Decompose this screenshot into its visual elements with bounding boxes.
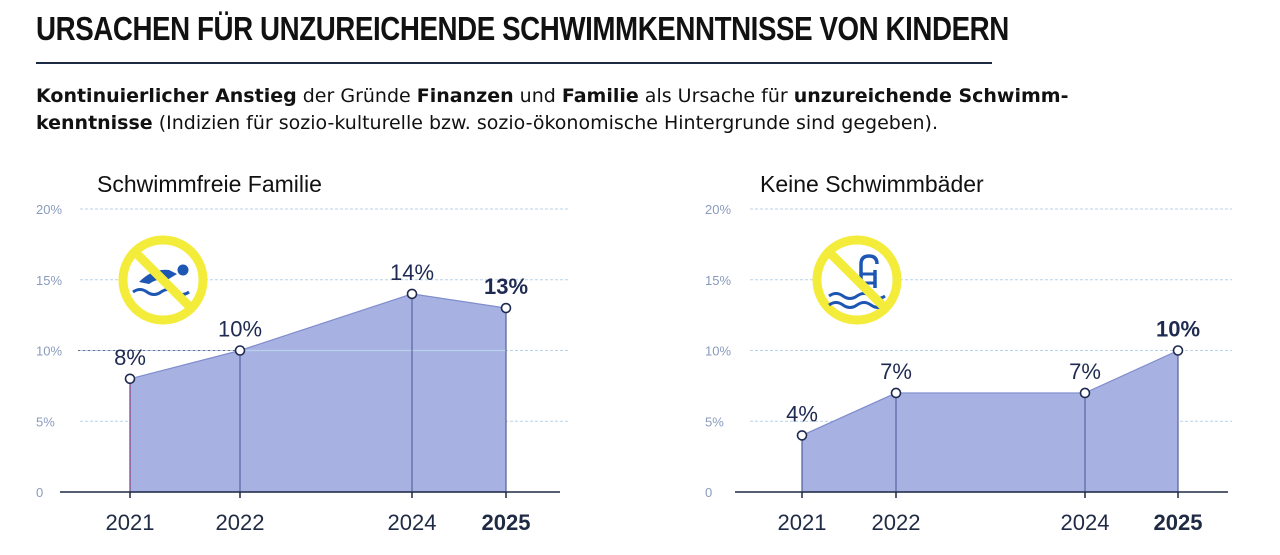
x-tick-label: 2024 (1061, 510, 1110, 535)
subtitle-part: und (513, 85, 562, 107)
data-label: 10% (1156, 317, 1200, 342)
data-label: 10% (218, 317, 262, 342)
x-tick-label: 2021 (106, 510, 155, 535)
chart-title: Keine Schwimmbäder (760, 171, 984, 197)
x-tick-label: 2021 (778, 510, 827, 535)
data-point (500, 302, 512, 314)
y-tick-label: 0 (36, 485, 43, 500)
x-tick-label: 2025 (1154, 510, 1203, 535)
data-point (796, 430, 808, 441)
data-label: 8% (114, 345, 146, 370)
y-tick-label: 0 (705, 485, 712, 500)
icon-slash (827, 250, 887, 310)
title-underline (36, 62, 992, 64)
data-label: 13% (484, 274, 528, 299)
data-point (406, 288, 418, 300)
area-series (129, 293, 507, 493)
subtitle-part: kenntnisse (36, 112, 153, 134)
x-tick-label: 2025 (482, 510, 531, 535)
y-tick-label: 10% (705, 344, 731, 359)
subtitle-part: der Gründe (296, 85, 417, 107)
x-tick-label: 2022 (216, 510, 265, 535)
page-subtitle: Kontinuierlicher Anstieg der Gründe Fina… (36, 83, 1236, 137)
swimmer-head (177, 264, 189, 276)
no-pool-icon (812, 235, 902, 325)
y-tick-label: 15% (36, 273, 62, 288)
data-label: 14% (390, 260, 434, 285)
x-tick-label: 2024 (388, 510, 437, 535)
no-swimming-icon (118, 235, 208, 325)
subtitle-part: Kontinuierlicher Anstieg (36, 85, 297, 107)
subtitle-part: als Ursache für (638, 85, 794, 107)
data-point (890, 387, 902, 399)
y-tick-label: 10% (36, 344, 62, 359)
subtitle-part: Familie (561, 85, 639, 107)
data-point (1172, 345, 1184, 356)
icon-slash (133, 250, 193, 310)
subtitle-part: Finanzen (416, 85, 514, 107)
subtitle-part: (Indizien für sozio-kulturelle bzw. sozi… (152, 112, 939, 134)
chart-title: Schwimmfreie Familie (97, 171, 322, 197)
y-tick-label: 5% (36, 414, 55, 429)
area-series (801, 349, 1179, 493)
y-tick-label: 20% (36, 202, 62, 217)
water-wave (828, 301, 886, 309)
data-point (1079, 387, 1091, 399)
subtitle-part: unzureichende Schwimm- (793, 85, 1069, 107)
y-tick-label: 5% (705, 414, 724, 429)
x-tick-label: 2022 (872, 510, 921, 535)
data-label: 7% (880, 359, 912, 384)
data-point (234, 345, 246, 356)
y-tick-label: 20% (705, 202, 731, 217)
page-title: URSACHEN FÜR UNZUREICHENDE SCHWIMMKENNTN… (36, 10, 1009, 47)
data-label: 4% (786, 401, 818, 426)
ladder-rail-left (859, 254, 879, 288)
data-label: 7% (1069, 359, 1101, 384)
y-tick-label: 15% (705, 273, 731, 288)
data-point (124, 373, 136, 385)
